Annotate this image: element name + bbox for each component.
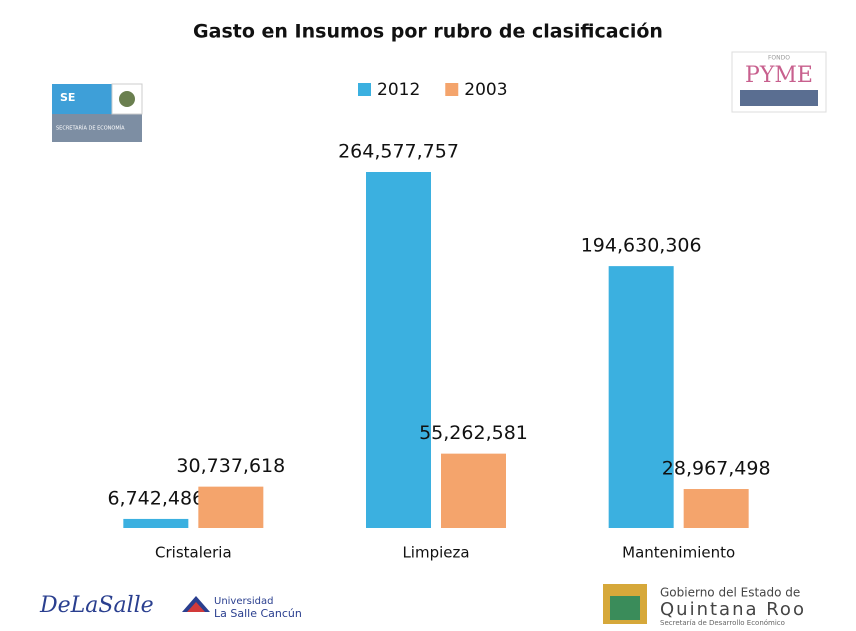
lasalle-text: DeLaSalle [39,593,154,618]
bar [366,172,431,528]
bar [683,489,749,528]
legend-swatch [358,83,371,96]
chart-title: Gasto en Insumos por rubro de clasificac… [193,21,663,43]
bar [608,266,674,528]
value-label: 28,967,498 [662,458,771,480]
pyme-band [740,90,818,106]
legend-label: 2012 [377,80,420,100]
qroo-logo: Gobierno del Estado de Quintana Roo Secr… [603,584,806,627]
se-logo-white [111,83,143,115]
x-tick-label: Cristaleria [155,544,232,562]
qroo-secretaria: Secretaría de Desarrollo Económico [660,619,785,627]
se-logo: SE SECRETARÍA DE ECONOMÍA [52,83,143,142]
value-label: 55,262,581 [419,422,528,444]
se-logo-blue [52,84,112,114]
bar [441,453,506,528]
lasalle-campus: La Salle Cancún [214,607,302,620]
pyme-fondo: FONDO [768,55,790,62]
se-text: SE [60,91,75,104]
qroo-estado: Quintana Roo [660,599,806,620]
se-emblem [119,91,135,107]
pyme-text: PYME [745,63,813,88]
legend-swatch [445,83,459,96]
lasalle-universidad: Universidad [214,596,273,607]
bar [123,518,189,528]
value-label: 30,737,618 [176,455,285,477]
value-label: 194,630,306 [581,235,702,257]
lasalle-icon-red [187,602,205,612]
bar [198,486,264,528]
lasalle-logo: DeLaSalle Universidad La Salle Cancún [39,593,302,620]
se-name: SECRETARÍA DE ECONOMÍA [56,125,125,132]
qroo-gobierno: Gobierno del Estado de [660,586,800,600]
pyme-logo: FONDO PYME [731,51,827,113]
qroo-shield-inner [610,596,640,620]
value-label: 264,577,757 [338,141,459,163]
x-tick-label: Mantenimiento [622,544,735,562]
x-tick-label: Limpieza [402,544,469,562]
value-label: 6,742,486 [107,487,204,509]
legend-label: 2003 [464,80,507,100]
